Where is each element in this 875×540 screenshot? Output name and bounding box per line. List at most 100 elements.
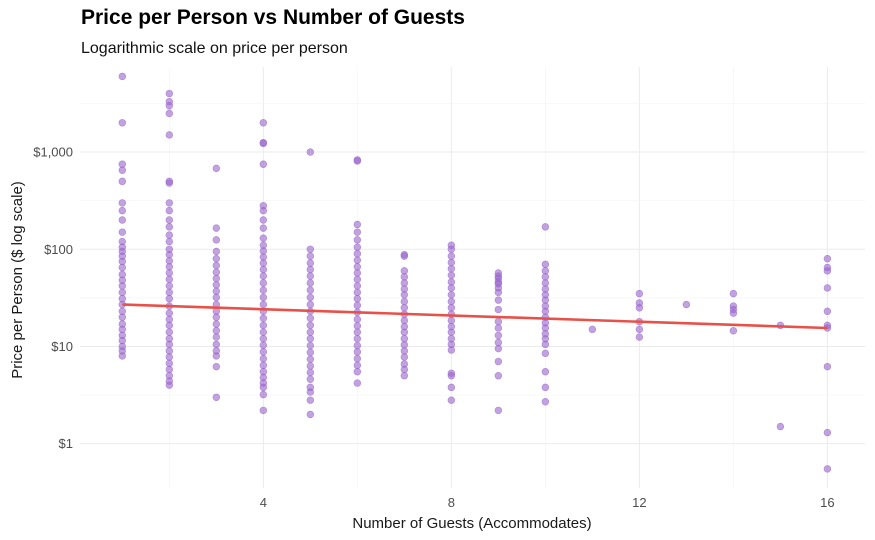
data-point [353, 157, 362, 165]
data-point [306, 375, 315, 383]
data-point [494, 305, 503, 314]
data-point [447, 328, 456, 336]
data-point [165, 109, 174, 118]
data-point [259, 328, 268, 336]
data-point [494, 317, 503, 326]
data-point [776, 422, 785, 431]
data-point [306, 362, 315, 370]
data-point [118, 177, 127, 186]
data-point [118, 199, 127, 207]
data-point [165, 340, 174, 349]
data-point [259, 265, 268, 274]
data-point [259, 259, 268, 267]
data-point [588, 325, 597, 334]
data-point [165, 328, 174, 336]
data-point [165, 216, 174, 224]
data-point [165, 250, 174, 259]
data-point [353, 269, 362, 277]
data-point [400, 297, 409, 306]
data-point [212, 352, 221, 360]
data-point [165, 263, 174, 271]
data-point [400, 372, 409, 380]
data-point [259, 383, 268, 392]
y-tick-label: $10 [51, 339, 73, 354]
data-point [259, 139, 268, 148]
data-point [447, 346, 456, 354]
data-point [494, 372, 503, 380]
data-point [165, 179, 174, 187]
data-point [541, 260, 550, 269]
x-tick-label: 8 [448, 495, 455, 510]
data-point [447, 291, 456, 299]
data-point [353, 256, 362, 265]
data-point [447, 245, 456, 253]
data-point [306, 272, 315, 280]
data-point [165, 295, 174, 303]
data-point [212, 327, 221, 335]
data-point [118, 313, 127, 321]
y-axis-ticks: $1 $10 $100 $1,000 [33, 145, 73, 452]
x-tick-label: 12 [632, 495, 646, 510]
y-tick-label: $1 [59, 436, 73, 451]
data-point [353, 301, 362, 310]
data-point [306, 279, 315, 287]
data-point [541, 273, 550, 281]
data-point [118, 166, 127, 174]
data-point [823, 362, 832, 371]
data-point [400, 328, 409, 336]
y-tick-label: $100 [44, 242, 73, 257]
data-point [447, 383, 456, 392]
data-point [353, 220, 362, 229]
data-point [353, 295, 362, 303]
x-tick-label: 16 [820, 495, 834, 510]
data-point [306, 245, 315, 253]
data-point [494, 296, 503, 304]
data-point [823, 307, 832, 316]
x-axis-label: Number of Guests (Accommodates) [352, 515, 591, 532]
data-point [306, 368, 315, 377]
data-point [165, 231, 174, 239]
data-point [353, 315, 362, 324]
data-point [165, 199, 174, 207]
data-point [259, 119, 268, 127]
data-point [306, 314, 315, 322]
data-point [306, 286, 315, 294]
data-point [165, 89, 174, 98]
data-point [353, 236, 362, 244]
data-point [259, 160, 268, 168]
x-tick-label: 4 [260, 495, 267, 510]
data-point [212, 293, 221, 302]
data-point [212, 236, 221, 244]
data-point [494, 344, 503, 353]
data-point [353, 288, 362, 297]
data-point [353, 243, 362, 251]
data-point [823, 267, 832, 275]
data-point [353, 328, 362, 336]
data-point [259, 272, 268, 280]
data-point [447, 372, 456, 380]
data-point [118, 206, 127, 215]
data-point [306, 252, 315, 260]
data-point [259, 348, 268, 356]
data-point [353, 379, 362, 387]
data-point [212, 224, 221, 232]
data-point [212, 164, 221, 173]
data-point [447, 265, 456, 273]
data-point [259, 216, 268, 224]
data-point [353, 341, 362, 350]
data-point [165, 288, 174, 297]
data-point [353, 263, 362, 271]
data-point [118, 119, 127, 127]
data-point [306, 259, 315, 267]
data-point [823, 428, 832, 437]
data-point [494, 338, 503, 347]
data-point [541, 398, 550, 406]
data-point [447, 304, 456, 312]
grid-lines [80, 67, 865, 488]
data-point [729, 309, 738, 317]
data-point [259, 406, 268, 415]
data-point [259, 224, 268, 232]
data-point [259, 279, 268, 287]
data-point [165, 101, 174, 110]
